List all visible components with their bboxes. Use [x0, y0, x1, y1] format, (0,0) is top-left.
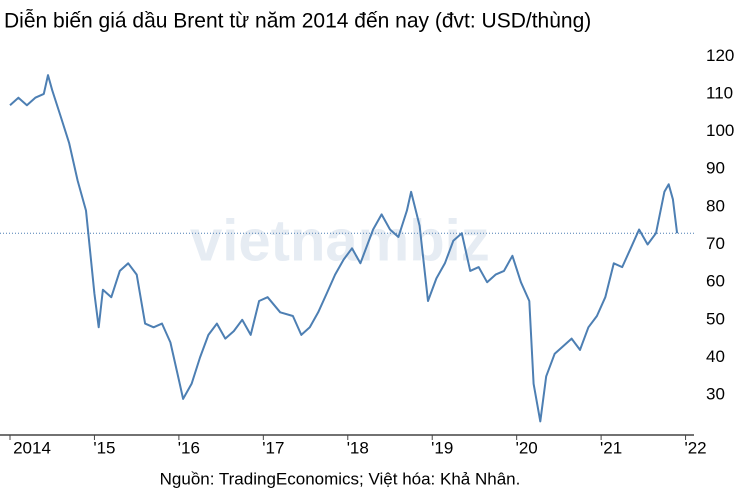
y-tick-label: 110: [706, 83, 733, 102]
x-tick-label: '18: [347, 438, 369, 457]
y-tick-label: 60: [706, 272, 725, 291]
price-line: [9, 74, 679, 423]
y-tick-label: 120: [706, 46, 734, 65]
x-tick-label: '16: [178, 438, 200, 457]
y-tick-label: 90: [706, 159, 725, 178]
y-tick-label: 50: [706, 309, 725, 328]
x-tick-label: '19: [431, 438, 453, 457]
y-tick-label: 80: [706, 196, 725, 215]
y-tick-label: 40: [706, 347, 725, 366]
x-tick-label: 2014: [13, 438, 51, 457]
x-tick-label: '21: [600, 438, 622, 457]
source-note: Nguồn: TradingEconomics; Việt hóa: Khả N…: [160, 469, 521, 488]
chart-title: Diễn biến giá dầu Brent từ năm 2014 đến …: [4, 10, 591, 33]
y-tick-label: 70: [706, 234, 725, 253]
x-tick-label: '15: [93, 438, 115, 457]
x-tick-label: '20: [516, 438, 538, 457]
y-tick-label: 30: [706, 385, 725, 404]
x-tick-label: '22: [684, 438, 706, 457]
x-tick-label: '17: [262, 438, 284, 457]
watermark: vietnambiz: [190, 208, 490, 273]
y-tick-label: 100: [706, 121, 734, 140]
